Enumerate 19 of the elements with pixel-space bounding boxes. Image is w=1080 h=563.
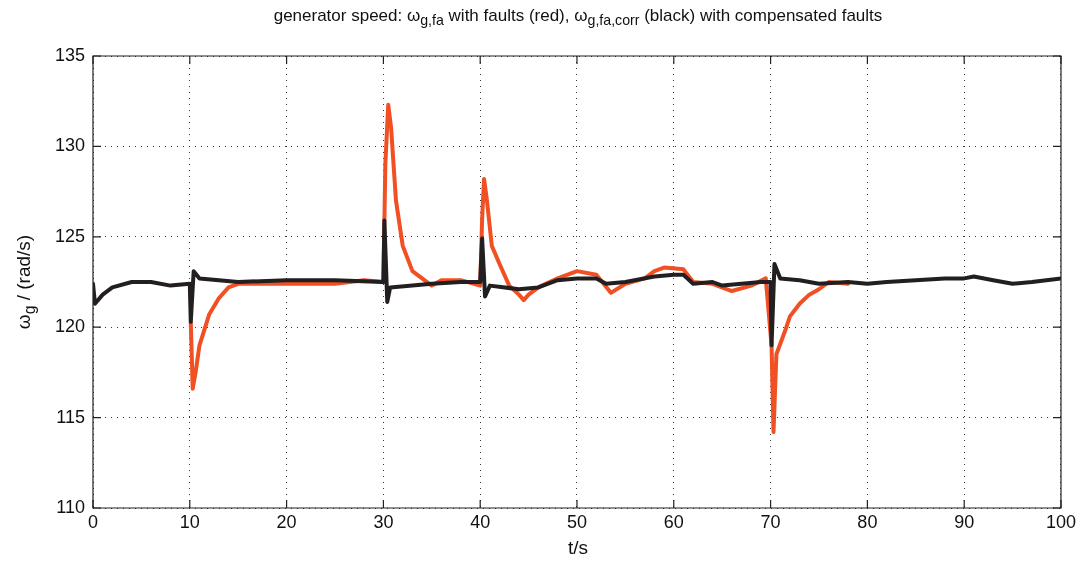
x-tick-label: 20 (276, 511, 297, 532)
x-tick-label: 40 (470, 511, 491, 532)
x-tick-label: 90 (954, 511, 975, 532)
y-tick-label: 125 (54, 225, 85, 246)
x-tick-label: 0 (87, 511, 99, 532)
x-tick-label: 70 (760, 511, 781, 532)
y-tick-label: 130 (54, 135, 85, 156)
x-tick-label: 60 (663, 511, 684, 532)
y-tick-label: 135 (54, 44, 85, 65)
x-tick-label: 50 (566, 511, 588, 532)
x-tick-label: 80 (857, 511, 878, 532)
chart-title: generator speed: ω$_{g,fa}$ with faults (red), ω$_{g,fa,corr}$ (black) with compensated faults (272, 6, 884, 29)
x-tick-label: 100 (1045, 511, 1077, 532)
y-tick-label: 120 (54, 316, 85, 337)
x-tick-label: 10 (179, 511, 200, 532)
y-tick-label: 115 (56, 406, 85, 427)
x-tick-label: 30 (373, 511, 394, 532)
y-tick-label: 110 (56, 496, 85, 517)
x-axis-title: t/s (566, 537, 590, 559)
